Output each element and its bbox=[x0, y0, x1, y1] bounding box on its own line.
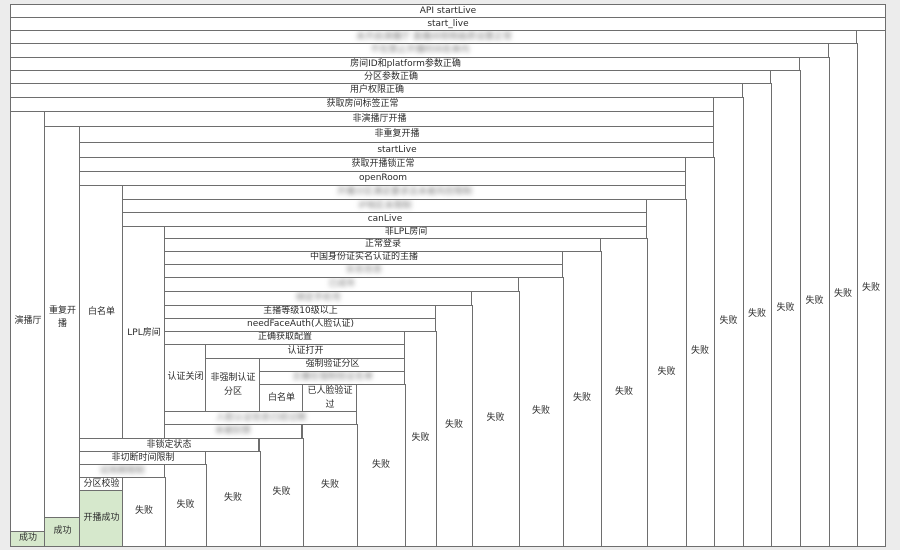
whitelist-2: 白名单 bbox=[259, 384, 304, 413]
fail-outcome-12: 失败 bbox=[471, 291, 520, 547]
fail-outcome-2: 失败 bbox=[828, 43, 858, 547]
fail-outcome-8: 失败 bbox=[646, 199, 687, 547]
fail-outcome-16: 失败 bbox=[302, 424, 358, 547]
realname-check: 中国身份证实名认证的主播 bbox=[164, 251, 564, 265]
fail-outcome-1: 失败 bbox=[856, 30, 886, 547]
redacted-condition-4: 实名信息 bbox=[164, 264, 564, 278]
redacted-condition-8: 主播在强制验证名单 bbox=[259, 371, 406, 385]
redacted-condition-2: 不在禁止开播时间名单内 bbox=[10, 43, 830, 58]
live-success-outcome: 开播成功 bbox=[79, 490, 124, 547]
fail-outcome-18: 失败 bbox=[205, 451, 261, 547]
anchor-level-check: 主播等级10级以上 bbox=[164, 305, 437, 319]
fail-outcome-3: 失败 bbox=[799, 57, 830, 547]
fail-outcome-17: 失败 bbox=[259, 438, 304, 547]
config-ok-check: 正确获取配置 bbox=[164, 331, 406, 345]
fail-outcome-19: 失败 bbox=[164, 464, 207, 547]
whitelist-branch: 白名单 bbox=[79, 185, 124, 441]
normal-login-check: 正常登录 bbox=[164, 238, 602, 252]
force-area-branch: 强制验证分区 bbox=[259, 358, 406, 372]
fail-outcome-5: 失败 bbox=[742, 83, 772, 547]
non-force-area: 非强制认证分区 bbox=[205, 358, 261, 413]
studio-room-branch: 演播厅 bbox=[10, 111, 46, 533]
fail-outcome-15: 失败 bbox=[356, 384, 406, 547]
not-repeat-live: 非重复开播 bbox=[79, 126, 715, 143]
fail-outcome-10: 失败 bbox=[562, 251, 602, 547]
fail-outcome-6: 失败 bbox=[713, 97, 744, 547]
fail-outcome-14: 失败 bbox=[404, 331, 437, 547]
fail-outcome-9: 失败 bbox=[600, 238, 648, 547]
redacted-condition-10: 未被封禁 bbox=[164, 424, 302, 439]
need-face-auth: needFaceAuth(人脸认证) bbox=[164, 318, 437, 332]
fail-outcome-7: 失败 bbox=[685, 157, 715, 547]
fail-outcome-13: 失败 bbox=[435, 305, 473, 547]
success-outcome-studio: 成功 bbox=[10, 531, 46, 547]
face-verified: 已人脸验证过 bbox=[302, 384, 358, 413]
room-tags-check: 获取房间标签正常 bbox=[10, 97, 715, 112]
auth-closed-branch: 认证关闭 bbox=[164, 344, 207, 412]
fail-outcome-4: 失败 bbox=[770, 70, 801, 547]
fail-outcome-20: 失败 bbox=[122, 477, 166, 547]
user-permission-check: 用户权限正确 bbox=[10, 83, 744, 98]
auth-open-branch: 认证打开 bbox=[205, 344, 406, 359]
repeat-live-branch: 重复开播 bbox=[44, 126, 81, 519]
success-outcome-repeat: 成功 bbox=[44, 517, 81, 547]
fail-outcome-11: 失败 bbox=[518, 277, 564, 547]
lpl-room-branch: LPL房间 bbox=[122, 226, 166, 441]
